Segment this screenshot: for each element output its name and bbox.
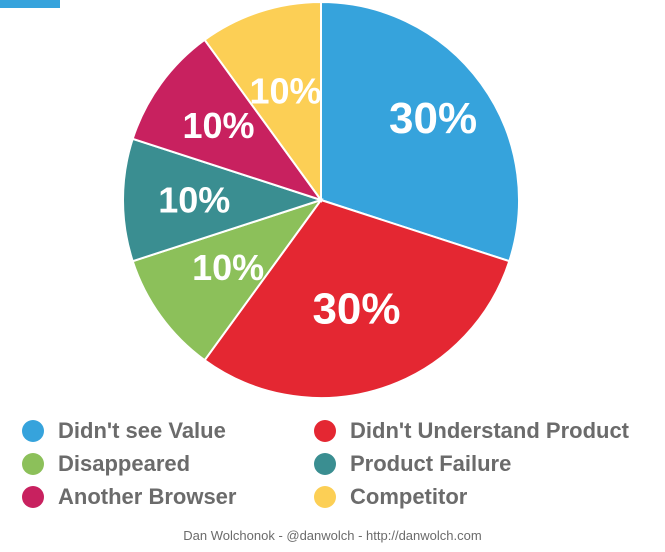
pie-chart: 30%30%10%10%10%10% [122, 0, 520, 399]
pie-slice-label-2: 30% [312, 285, 400, 334]
legend-item: Competitor [314, 482, 467, 512]
legend-label: Competitor [350, 484, 468, 509]
legend-swatch [22, 486, 44, 508]
legend-swatch [22, 453, 44, 475]
legend: Didn't see Value Didn't Understand Produc… [22, 414, 662, 514]
legend-label: Didn't see Value [58, 418, 226, 443]
legend-item: Another Browser [22, 482, 236, 512]
legend-swatch [314, 486, 336, 508]
pie-slice-label-3: 10% [192, 247, 264, 288]
pie-slice-label-4: 10% [158, 180, 230, 221]
pie-slice-2 [203, 198, 511, 399]
pie-slice-label-5: 10% [182, 105, 254, 146]
pie-slice-label-6: 10% [249, 70, 321, 111]
pie-slice-3 [131, 198, 324, 362]
pie-labels: 30%30%10%10%10%10% [158, 70, 477, 333]
legend-item: Didn't Understand Product [314, 416, 629, 446]
legend-label: Another Browser [58, 484, 237, 509]
legend-swatch [314, 420, 336, 442]
legend-swatch [22, 420, 44, 442]
pie-slice-4 [122, 137, 325, 263]
legend-item: Disappeared [22, 449, 190, 479]
pie-slice-label-1: 30% [389, 94, 477, 143]
pie-slice-6 [203, 0, 322, 204]
legend-swatch [314, 453, 336, 475]
legend-item: Product Failure [314, 449, 511, 479]
legend-label: Didn't Understand Product [350, 418, 630, 443]
legend-label: Disappeared [58, 451, 191, 476]
top-accent-sliver [0, 0, 60, 8]
pie-slice-1 [320, 0, 520, 263]
footer-credit: Dan Wolchonok - @danwolch - http://danwo… [183, 528, 482, 543]
legend-label: Product Failure [350, 451, 512, 476]
pie-slices [122, 0, 520, 399]
legend-item: Didn't see Value [22, 416, 226, 446]
pie-slice-5 [131, 38, 324, 202]
